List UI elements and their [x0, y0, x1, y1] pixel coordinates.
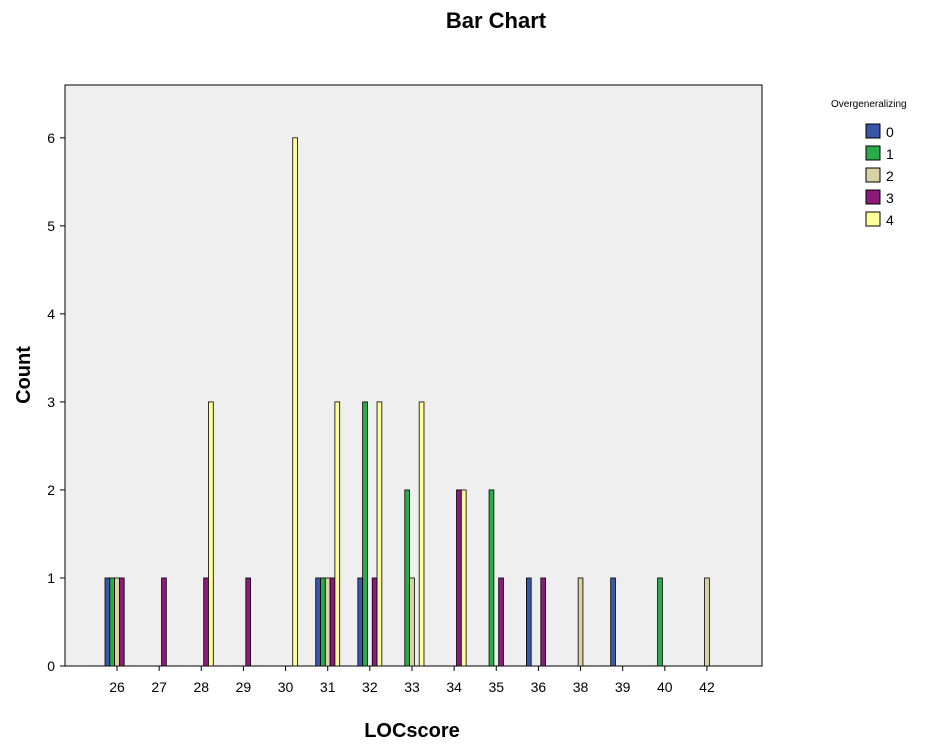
- legend-label-0: 0: [886, 124, 894, 140]
- x-tick-label: 28: [193, 679, 209, 695]
- x-axis-title: LOCscore: [364, 720, 460, 742]
- x-tick-label: 26: [109, 679, 125, 695]
- legend-swatch-2: [865, 167, 881, 183]
- bar-35-series-1: [488, 489, 495, 667]
- x-tick-label: 38: [573, 679, 589, 695]
- bar-26-series-2: [114, 577, 120, 667]
- bar-39-series-0: [610, 577, 616, 667]
- bar-36-series-0: [526, 577, 532, 667]
- bar-28-series-4: [208, 401, 214, 667]
- x-tick-label: 40: [657, 679, 673, 695]
- bar-31-series-2: [324, 577, 331, 667]
- y-axis: 0 1 2 3 4 5 6: [47, 130, 65, 674]
- bar-31-series-4: [334, 401, 341, 667]
- bar-36-series-3: [540, 577, 546, 667]
- bar-31-series-1: [320, 577, 326, 667]
- chart-title: Bar Chart: [446, 8, 547, 33]
- plot-area: [64, 84, 763, 667]
- x-tick-label: 35: [488, 679, 504, 695]
- bars-group: [104, 137, 710, 667]
- y-tick-label: 2: [47, 482, 55, 498]
- x-tick-label: 27: [151, 679, 167, 695]
- bar-42-series-2: [704, 577, 710, 667]
- x-tick-label: 42: [699, 679, 715, 695]
- x-tick-label: 34: [446, 679, 462, 695]
- bar-31-series-0: [315, 577, 321, 667]
- x-tick-label: 31: [320, 679, 336, 695]
- bar-38-series-2: [577, 577, 584, 667]
- bar-26-series-3: [119, 577, 125, 667]
- legend-title: Overgeneralizing: [831, 99, 907, 110]
- bar-34-series-3: [456, 489, 462, 667]
- legend-label-3: 3: [886, 190, 894, 206]
- legend-swatch-1: [865, 145, 881, 161]
- bar-33-series-4: [418, 401, 425, 667]
- y-tick-label: 5: [47, 218, 55, 234]
- legend-swatch-0: [865, 123, 881, 139]
- legend-label-2: 2: [886, 168, 894, 184]
- legend-swatch-3: [865, 189, 881, 205]
- bar-30-series-4: [292, 137, 298, 667]
- bar-29-series-3: [245, 577, 252, 667]
- x-tick-label: 32: [362, 679, 378, 695]
- bar-33-series-1: [404, 489, 410, 667]
- x-tick-label: 30: [278, 679, 294, 695]
- x-tick-label: 29: [236, 679, 252, 695]
- bar-26-series-0: [104, 577, 111, 667]
- bar-28-series-3: [203, 577, 209, 667]
- bar-33-series-2: [409, 577, 415, 667]
- bar-35-series-3: [498, 577, 504, 667]
- bar-40-series-1: [657, 577, 663, 667]
- bar-34-series-4: [460, 489, 467, 667]
- bar-26-series-1: [109, 577, 116, 667]
- y-tick-label: 6: [47, 130, 55, 146]
- legend: Overgeneralizing 0 1 2 3 4: [831, 99, 907, 228]
- bar-31-series-3: [329, 577, 336, 667]
- bar-32-series-0: [357, 577, 364, 667]
- x-axis: 26 27 28 29 30 31 32 33 34 35 36 38 39 40 42: [109, 666, 715, 695]
- legend-label-1: 1: [886, 146, 894, 162]
- y-tick-label: 3: [47, 394, 55, 410]
- legend-swatch-4: [865, 211, 881, 227]
- y-tick-label: 0: [47, 658, 55, 674]
- y-tick-label: 4: [47, 306, 55, 322]
- bar-32-series-4: [376, 401, 383, 667]
- y-tick-label: 1: [47, 570, 55, 586]
- y-axis-title: Count: [13, 346, 35, 404]
- legend-label-4: 4: [886, 212, 894, 228]
- x-tick-label: 39: [615, 679, 631, 695]
- bar-27-series-3: [161, 577, 167, 667]
- bar-32-series-3: [371, 577, 378, 667]
- x-tick-label: 33: [404, 679, 420, 695]
- bar-32-series-1: [362, 401, 368, 667]
- x-tick-label: 36: [531, 679, 547, 695]
